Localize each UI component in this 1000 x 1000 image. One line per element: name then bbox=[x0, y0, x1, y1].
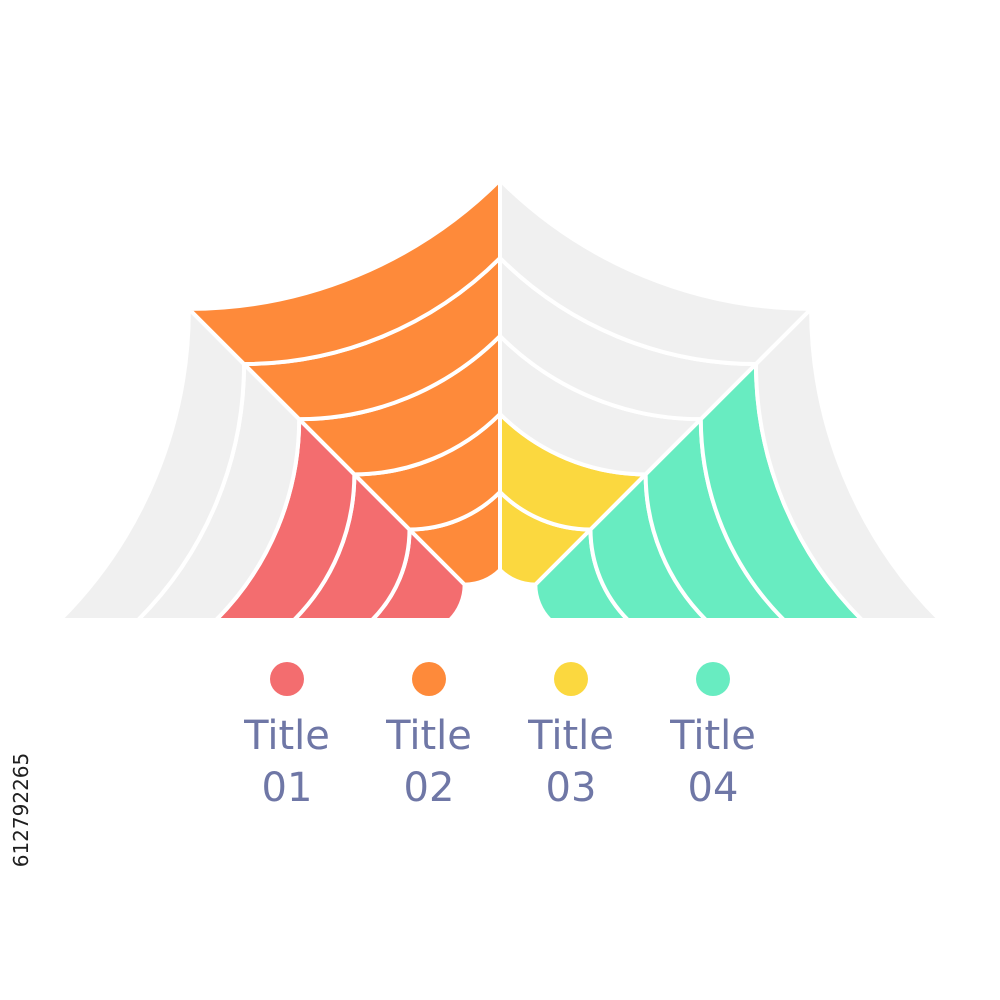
legend-title-1: Title bbox=[243, 713, 330, 759]
chart-legend: Title 01 Title 02 Title 03 Title 04 bbox=[243, 662, 756, 811]
stock-id-text: 612792265 bbox=[9, 752, 33, 868]
legend-dot-2 bbox=[412, 662, 446, 696]
legend-number-2: 02 bbox=[404, 765, 455, 811]
legend-number-4: 04 bbox=[688, 765, 739, 811]
legend-title-4: Title bbox=[669, 713, 756, 759]
legend-dot-4 bbox=[696, 662, 730, 696]
legend-number-1: 01 bbox=[262, 765, 313, 811]
legend-title-3: Title bbox=[527, 713, 614, 759]
chart-segments bbox=[58, 178, 942, 622]
empty-segment-cat4-level5 bbox=[753, 306, 942, 622]
legend-number-3: 03 bbox=[546, 765, 597, 811]
legend-title-2: Title bbox=[385, 713, 472, 759]
legend-dot-1 bbox=[270, 662, 304, 696]
stock-id-watermark: 612792265 bbox=[6, 640, 36, 980]
legend-dot-3 bbox=[554, 662, 588, 696]
